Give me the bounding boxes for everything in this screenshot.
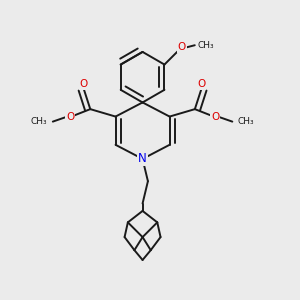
Text: O: O	[211, 112, 219, 122]
Text: O: O	[178, 42, 186, 52]
Text: O: O	[80, 80, 88, 89]
Text: CH₃: CH₃	[31, 117, 47, 126]
Text: N: N	[138, 152, 147, 165]
Text: O: O	[66, 112, 74, 122]
Text: CH₃: CH₃	[197, 41, 214, 50]
Text: O: O	[197, 80, 206, 89]
Text: CH₃: CH₃	[238, 117, 254, 126]
